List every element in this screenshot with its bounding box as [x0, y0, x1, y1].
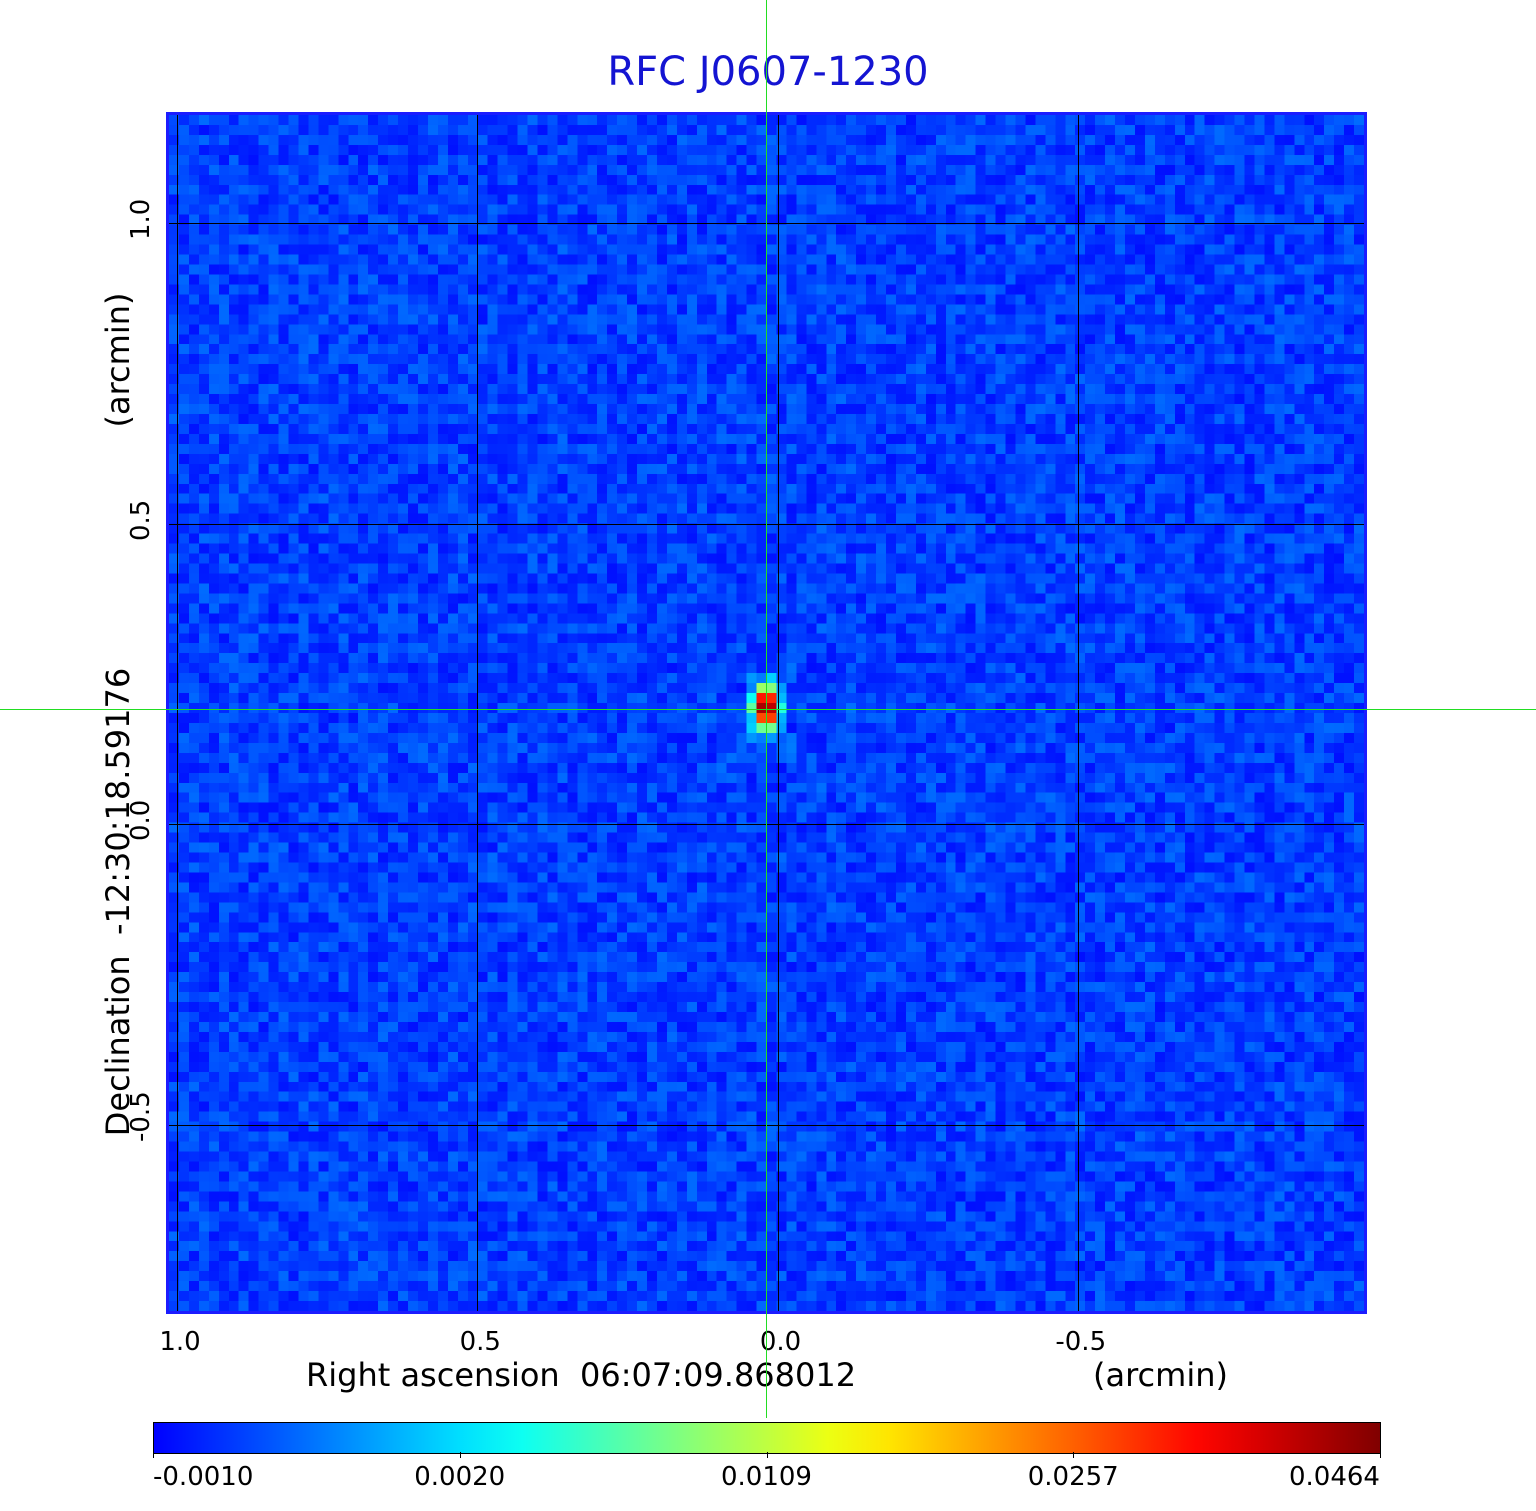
colorbar-tick-label: 0.0109 [721, 1462, 812, 1492]
colorbar-tick-label: 0.0020 [414, 1462, 506, 1492]
colorbar-tick-mark [1073, 1452, 1075, 1458]
y-axis-unit: (arcmin) [99, 292, 137, 428]
colorbar [153, 1422, 1381, 1454]
chart-title: RFC J0607-1230 [607, 49, 929, 95]
y-tick-label: 1.0 [126, 198, 156, 241]
grid-line-x [777, 115, 779, 1311]
colorbar-tick-mark [766, 1452, 768, 1458]
y-axis-label: Declination -12:30:18.59176 [99, 667, 137, 1137]
colorbar-tick-label: 0.0257 [1027, 1462, 1119, 1492]
colorbar-tick-label: -0.0010 [153, 1462, 254, 1492]
x-tick-label: -0.5 [1055, 1327, 1107, 1357]
colorbar-tick-mark [153, 1452, 154, 1458]
colorbar-tick-mark [459, 1452, 461, 1458]
grid-line-x [177, 115, 178, 1311]
y-tick-label: 0.5 [126, 499, 156, 541]
crosshair-horizontal [0, 709, 1536, 710]
colorbar-tick-label: 0.0464 [1289, 1462, 1380, 1492]
x-tick-label: 0.5 [459, 1327, 501, 1357]
x-axis-unit: (arcmin) [1093, 1356, 1228, 1394]
grid-line-x [477, 115, 479, 1311]
x-tick-label: 1.0 [159, 1327, 201, 1357]
x-axis-label: Right ascension 06:07:09.868012 [306, 1356, 857, 1394]
grid-line-x [1077, 115, 1079, 1311]
colorbar-tick-mark [1380, 1452, 1381, 1458]
